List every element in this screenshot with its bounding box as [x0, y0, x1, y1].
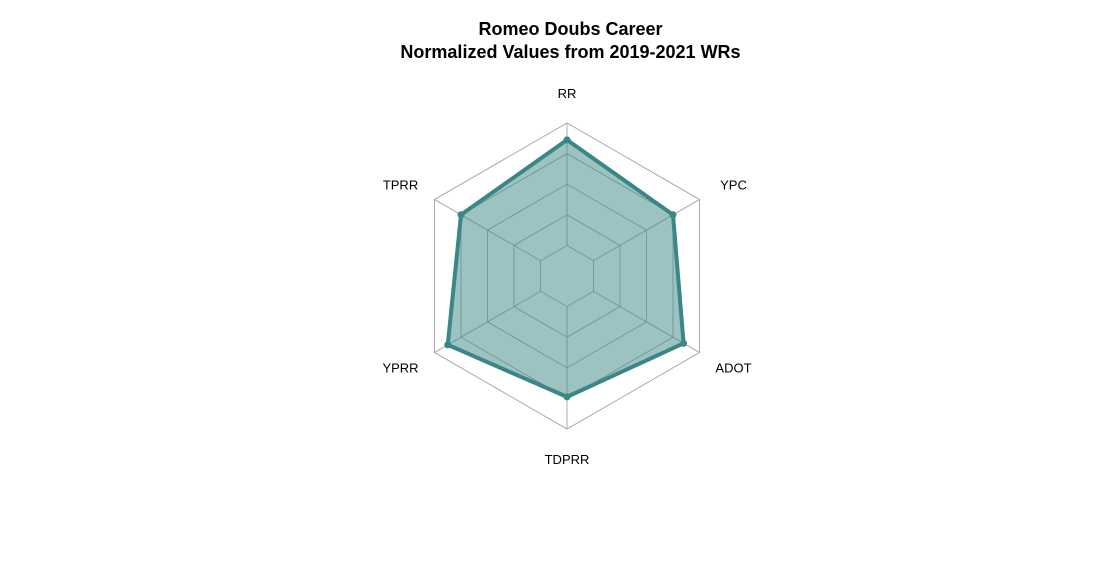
axis-label: YPRR — [382, 361, 418, 376]
axis-label: YPC — [720, 178, 747, 193]
radar-series — [444, 136, 688, 401]
series-point — [444, 341, 452, 349]
radar-axis-labels: RR YPC ADOT TDPRR YPRR TPRR — [382, 86, 751, 467]
chart-subtitle-line: Normalized Values from 2019-2021 WRs — [400, 42, 741, 62]
axis-label: ADOT — [715, 361, 751, 376]
series-point — [680, 339, 688, 347]
axis-label: RR — [558, 86, 577, 101]
axis-label: TDPRR — [545, 452, 590, 467]
series-point — [457, 211, 465, 219]
chart-title: Romeo Doubs Career Normalized Values fro… — [0, 18, 1097, 64]
axis-label: TPRR — [383, 178, 418, 193]
series-area — [445, 137, 686, 399]
series-point — [669, 211, 677, 219]
series-point — [563, 136, 571, 144]
series-point — [563, 393, 571, 401]
chart-title-line: Romeo Doubs Career — [478, 19, 663, 39]
